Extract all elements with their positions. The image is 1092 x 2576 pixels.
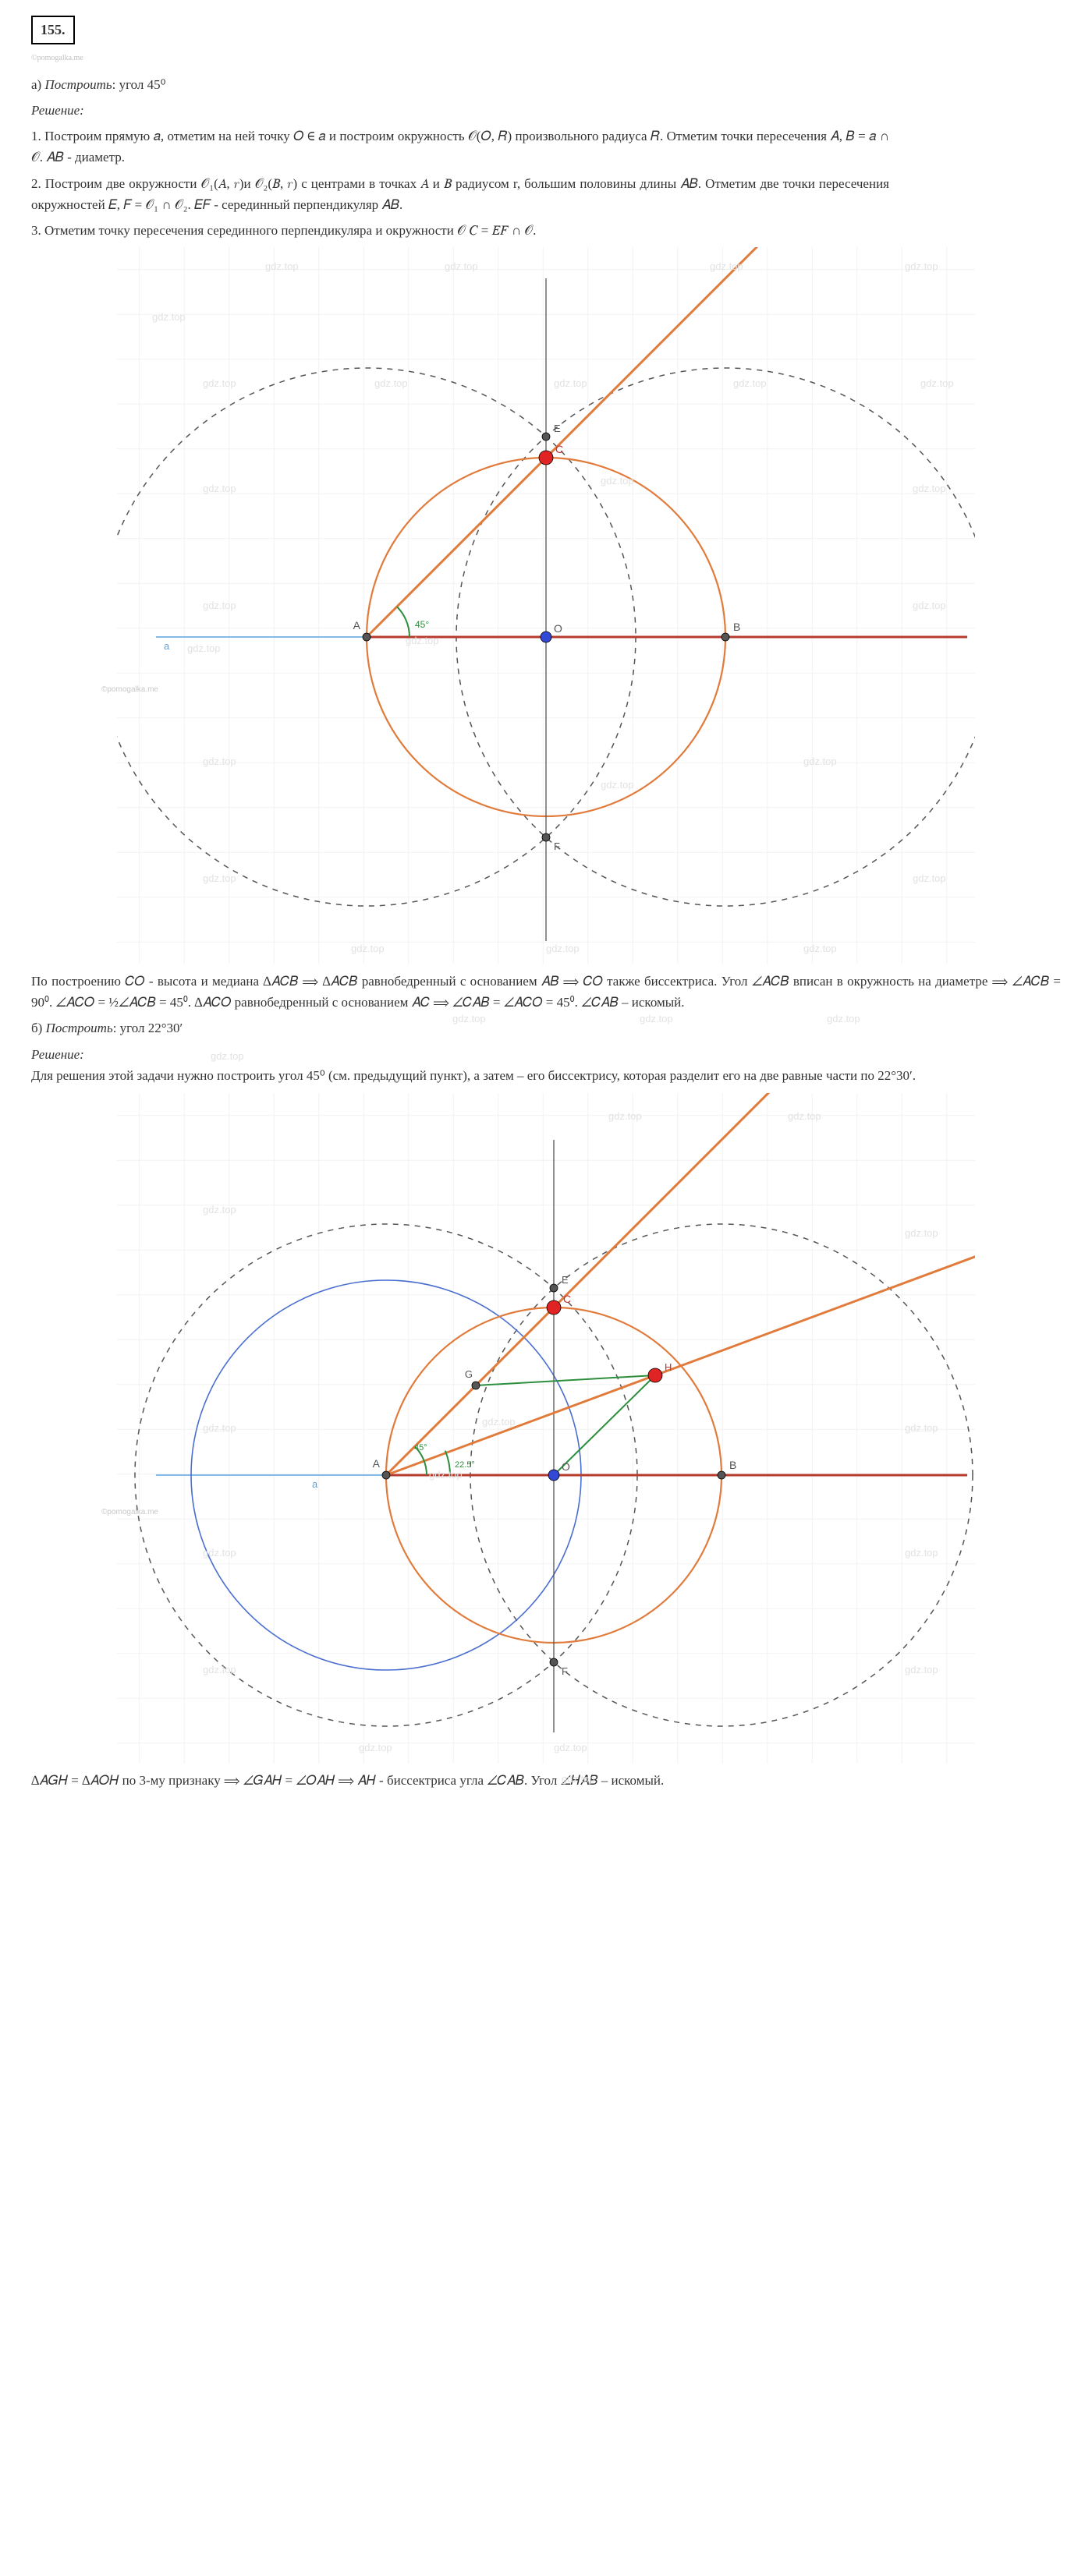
task-prefix-b: б) xyxy=(31,1021,46,1035)
figure-2-svg: 45° 22.5° A B O CE F G Ha xyxy=(117,1093,975,1764)
text-block-a: 1. Построим прямую 𝑎, отметим на ней точ… xyxy=(31,126,889,241)
task-text-a: : угол 45⁰ xyxy=(112,77,166,92)
step-1: 1. Построим прямую 𝑎, отметим на ней точ… xyxy=(31,126,889,168)
site-watermark: ©pomogalka.me xyxy=(31,52,1061,65)
svg-text:G: G xyxy=(465,1368,473,1380)
solution-label-b: Решение: xyxy=(31,1044,889,1065)
svg-text:45°: 45° xyxy=(415,619,429,630)
step-2: 2. Построим две окружности 𝒪₁(𝐴, 𝑟)и 𝒪₂(… xyxy=(31,173,889,215)
conclusion-b: ∆𝐴𝐺𝐻 = ∆𝐴𝑂𝐻 по 3-му признаку ⟹ ∠𝐺𝐴𝐻 = ∠𝑂… xyxy=(31,1770,1061,1791)
task-label-b: Построить xyxy=(46,1021,113,1035)
svg-text:a: a xyxy=(164,640,170,652)
svg-text:C: C xyxy=(555,443,563,455)
figure-2: 45°22.5°ABOCEFGHa gdz.topgdz.topgdz.topg… xyxy=(117,1093,975,1764)
figure-1-svg: 45° A B O CE Fa xyxy=(117,247,975,964)
problem-number: 155. xyxy=(31,16,75,44)
mid-wm-strip: б) Построить: угол 22°30′ Решение: gdz.t… xyxy=(31,1017,889,1060)
svg-text:O: O xyxy=(554,622,562,635)
conclusion-a: По построению 𝐶𝑂 - высота и медиана ∆𝐴𝐶𝐵… xyxy=(31,971,1061,1013)
svg-text:F: F xyxy=(554,840,560,852)
svg-text:O: O xyxy=(562,1460,570,1473)
svg-text:E: E xyxy=(562,1274,569,1286)
svg-text:H: H xyxy=(665,1361,672,1373)
svg-text:A: A xyxy=(353,619,361,632)
svg-text:22.5°: 22.5° xyxy=(455,1460,475,1470)
svg-text:A: A xyxy=(373,1457,381,1470)
svg-text:C: C xyxy=(563,1293,571,1305)
task-text-b: : угол 22°30′ xyxy=(113,1021,183,1035)
svg-text:E: E xyxy=(554,423,561,434)
figure-1: 45°ABOCEFa gdz.topgdz.topgdz.topgdz.topg… xyxy=(117,247,975,964)
body-b: Для решения этой задачи нужно построить … xyxy=(31,1065,1061,1086)
svg-text:F: F xyxy=(562,1665,568,1677)
svg-text:a: a xyxy=(312,1478,318,1490)
svg-text:B: B xyxy=(733,621,740,633)
task-label-a: Построить xyxy=(44,77,112,92)
step-3: 3. Отметим точку пересечения серединного… xyxy=(31,220,889,241)
solution-label-a: Решение: xyxy=(31,100,1061,121)
part-b-task: б) Построить: угол 22°30′ xyxy=(31,1017,889,1039)
svg-text:B: B xyxy=(729,1459,736,1471)
svg-text:45°: 45° xyxy=(414,1443,427,1453)
task-prefix-a: а) xyxy=(31,77,44,92)
part-a-task: а) Построить: угол 45⁰ xyxy=(31,74,1061,95)
